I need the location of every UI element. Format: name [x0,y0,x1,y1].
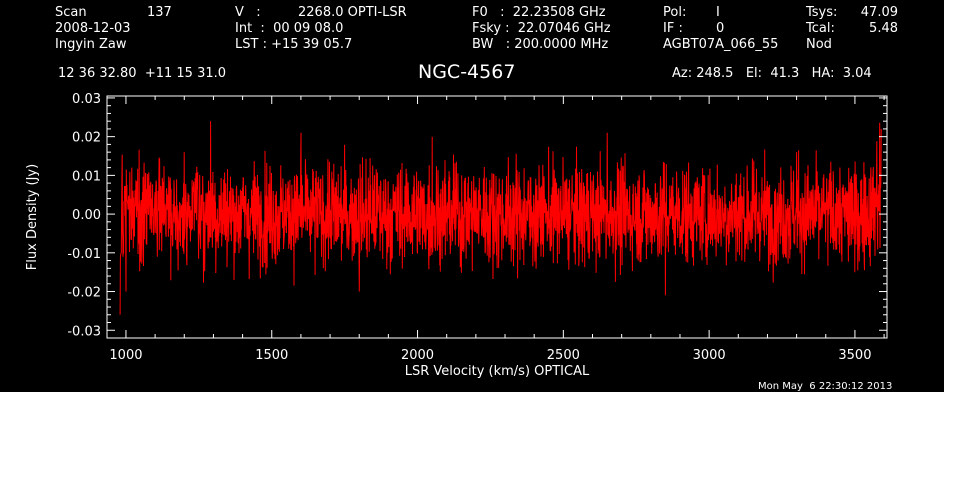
source-name: NGC-4567 [418,61,516,83]
axis-layer: 1000 1500 2000 2500 3000 3500 -0.03 -0.02 -0.01 0… [67,92,887,363]
az-el-ha: Az: 248.5 El: 41.3 HA: 3.04 [672,66,872,81]
x-tick-label: 2500 [547,348,580,363]
bandwidth: BW : 200.0000 MHz [472,37,609,52]
x-tick-label: 1000 [109,348,142,363]
y-tick-label: -0.03 [67,324,101,339]
plot-panel: Scan 137 2008-12-03 Ingyin Zaw V : 2268.… [0,0,944,392]
if-label: IF : [663,21,683,36]
observer: Ingyin Zaw [55,37,127,52]
sky-frequency: Fsky : 22.07046 GHz [472,21,611,36]
procedure: Nod [806,37,832,52]
y-tick-label: 0.03 [72,92,101,107]
rest-frequency: F0 : 22.23508 GHz [472,5,606,20]
tcal-value: 5.48 [869,21,898,36]
source-coordinates: 12 36 32.80 +11 15 31.0 [58,66,227,81]
y-tick-label: -0.01 [67,247,101,262]
x-tick-label: 2000 [401,348,434,363]
obs-date: 2008-12-03 [55,21,131,36]
velocity-value: 2268.0 OPTI-LSR [298,5,407,20]
spectrum-plot: 1000 1500 2000 2500 3000 3500 -0.03 -0.02 -0.01 0… [25,92,888,379]
pol-value: I [716,5,720,20]
spectrum-line [119,121,882,315]
y-tick-label: 0.00 [72,208,101,223]
tsys-value: 47.09 [860,5,898,20]
y-axis-label: Flux Density (Jy) [25,164,40,270]
tcal-label: Tcal: [806,21,835,36]
spectrum-trace-layer [119,121,882,315]
plot-frame [106,95,888,339]
pol-label: Pol: [663,5,687,20]
lst: LST : +15 39 05.7 [235,37,353,52]
scan-label: Scan [55,5,87,20]
tsys-label: Tsys: [806,5,838,20]
velocity-label: V : [235,5,261,20]
x-axis-label: LSR Velocity (km/s) OPTICAL [405,364,590,379]
scan-number: 137 [147,5,172,20]
y-tick-label: -0.02 [67,286,101,301]
x-tick-label: 3500 [838,348,871,363]
project-id: AGBT07A_066_55 [663,37,779,52]
y-tick-label: 0.02 [72,131,101,146]
plot-timestamp: Mon May 6 22:30:12 2013 [758,381,893,392]
x-tick-label: 3000 [693,348,726,363]
y-tick-label: 0.01 [72,169,101,184]
if-value: 0 [716,21,725,36]
x-tick-label: 1500 [255,348,288,363]
integration-time: Int : 00 09 08.0 [235,21,344,36]
